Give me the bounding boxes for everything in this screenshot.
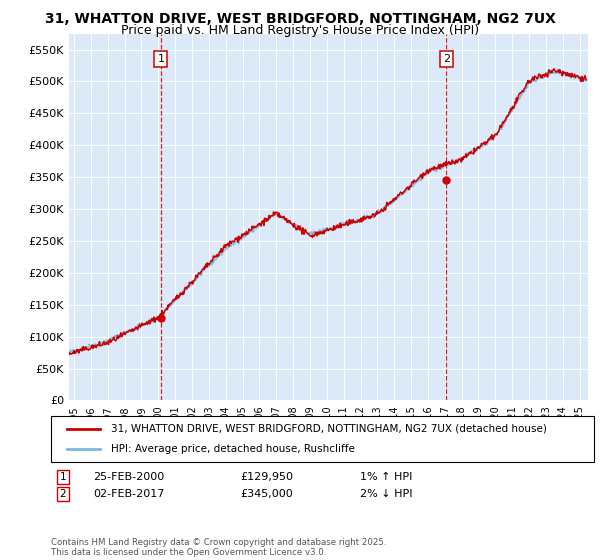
Text: 2: 2 [443,54,450,64]
Text: 1: 1 [157,54,164,64]
Text: 2: 2 [59,489,67,499]
Text: 25-FEB-2000: 25-FEB-2000 [93,472,164,482]
Text: 31, WHATTON DRIVE, WEST BRIDGFORD, NOTTINGHAM, NG2 7UX: 31, WHATTON DRIVE, WEST BRIDGFORD, NOTTI… [44,12,556,26]
Text: 2% ↓ HPI: 2% ↓ HPI [360,489,413,499]
Text: HPI: Average price, detached house, Rushcliffe: HPI: Average price, detached house, Rush… [111,444,355,454]
Text: 31, WHATTON DRIVE, WEST BRIDGFORD, NOTTINGHAM, NG2 7UX (detached house): 31, WHATTON DRIVE, WEST BRIDGFORD, NOTTI… [111,424,547,434]
Text: 1% ↑ HPI: 1% ↑ HPI [360,472,412,482]
Text: 02-FEB-2017: 02-FEB-2017 [93,489,164,499]
Text: 1: 1 [59,472,67,482]
Text: £345,000: £345,000 [240,489,293,499]
Text: £129,950: £129,950 [240,472,293,482]
Text: Contains HM Land Registry data © Crown copyright and database right 2025.
This d: Contains HM Land Registry data © Crown c… [51,538,386,557]
Text: Price paid vs. HM Land Registry's House Price Index (HPI): Price paid vs. HM Land Registry's House … [121,24,479,36]
